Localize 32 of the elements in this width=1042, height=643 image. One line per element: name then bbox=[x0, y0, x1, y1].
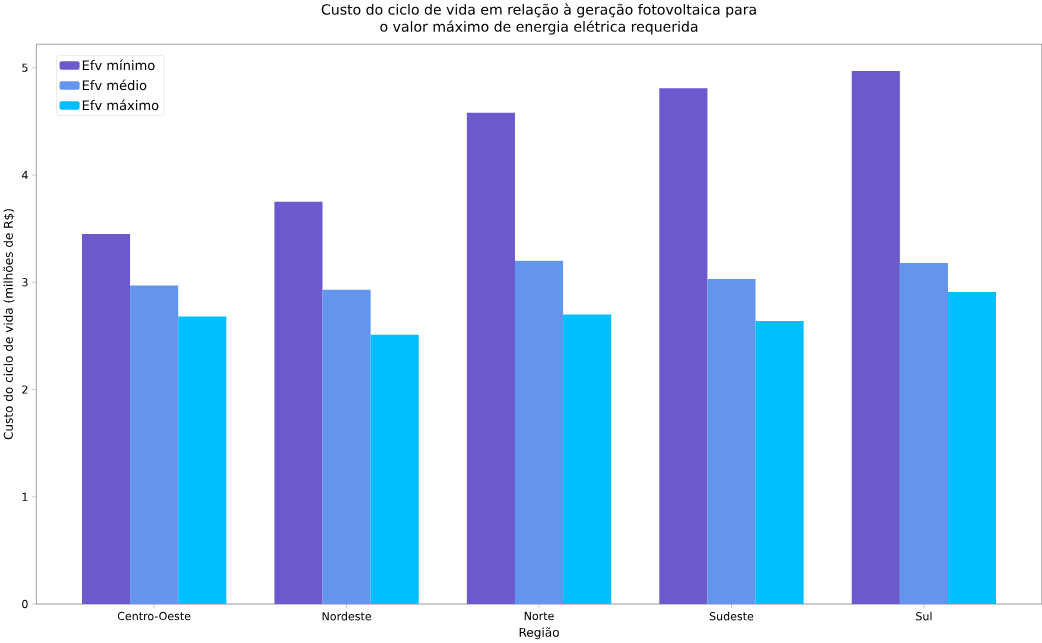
bar bbox=[81, 234, 131, 605]
bar bbox=[755, 321, 804, 605]
y-axis-title: Custo do ciclo de vida (milhões de R$) bbox=[3, 209, 15, 440]
legend-label: Efv médio bbox=[82, 79, 147, 91]
y-tick-label: 3 bbox=[22, 278, 28, 287]
bar bbox=[178, 316, 227, 605]
bar bbox=[322, 290, 371, 605]
legend-label: Efv mínimo bbox=[82, 59, 155, 71]
y-tick-label: 5 bbox=[22, 63, 28, 73]
bar bbox=[370, 335, 419, 605]
legend-label: Efv máximo bbox=[82, 99, 159, 111]
chart-title: Custo do ciclo de vida em relação à geração fotovoltaica para o valor máximo de energia elétrica requerida bbox=[321, 3, 756, 35]
y-tick-label: 2 bbox=[22, 385, 28, 394]
bar bbox=[563, 314, 612, 605]
y-tick-label: 4 bbox=[21, 171, 28, 180]
x-tick-label: Sul bbox=[916, 612, 932, 621]
x-tick-label: Sudeste bbox=[709, 612, 754, 621]
bar bbox=[707, 279, 756, 605]
bar bbox=[851, 71, 900, 605]
bar bbox=[130, 285, 179, 605]
x-axis-title: Região bbox=[519, 627, 559, 640]
bar bbox=[899, 263, 948, 605]
bar bbox=[274, 202, 323, 605]
x-tick-label: Norte bbox=[524, 612, 554, 621]
bar bbox=[466, 113, 515, 605]
bar bbox=[659, 88, 708, 605]
bar bbox=[514, 261, 564, 605]
y-tick-label: 0 bbox=[22, 600, 28, 609]
x-tick-label: Centro-Oeste bbox=[117, 612, 191, 621]
bar bbox=[947, 292, 997, 605]
y-tick-label: 1 bbox=[22, 492, 28, 502]
x-tick-label: Nordeste bbox=[322, 612, 372, 621]
